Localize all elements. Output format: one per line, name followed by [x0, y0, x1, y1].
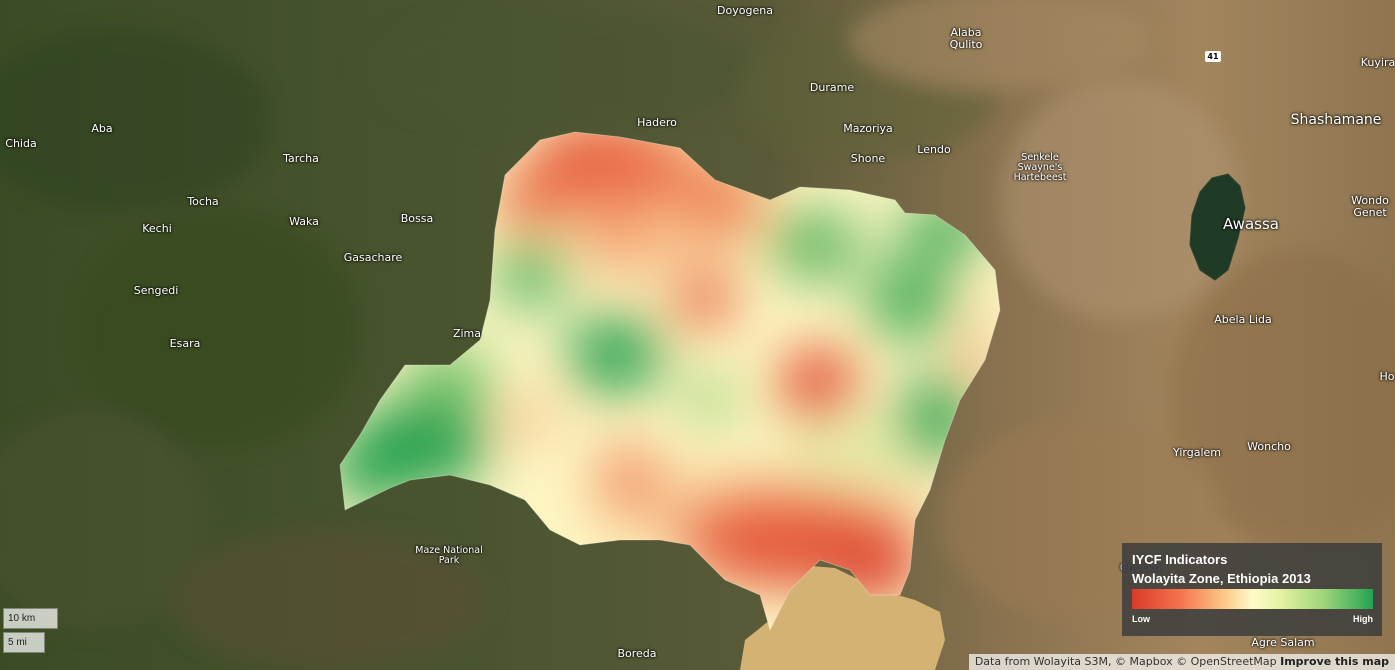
lake-abaya	[740, 565, 945, 670]
place-label: Doyogena	[717, 4, 773, 17]
improve-map-link[interactable]: Improve this map	[1280, 655, 1389, 668]
place-label: Agre Salam	[1251, 636, 1315, 649]
place-label: Mazoriya	[843, 122, 893, 135]
place-label: Wondo Genet	[1351, 194, 1389, 219]
place-label: Boreda	[617, 647, 657, 660]
place-label: Maze National Park	[415, 545, 483, 566]
place-label: Tocha	[187, 195, 219, 208]
place-label: Kuyira	[1360, 56, 1395, 69]
zone-border	[339, 131, 1001, 632]
place-label: Alaba Qulito	[949, 26, 983, 51]
place-label: Ho	[1379, 370, 1395, 383]
attribution-text: Data from Wolayita S3M, © Mapbox © OpenS…	[974, 655, 1277, 668]
place-label: Durame	[809, 81, 855, 94]
lake-awassa	[1189, 173, 1246, 281]
legend-high-label: High	[1353, 614, 1373, 624]
place-label: Awassa	[1223, 215, 1279, 233]
place-label: Yirgalem	[1173, 446, 1221, 459]
attribution: Data from Wolayita S3M, © Mapbox © OpenS…	[968, 654, 1395, 670]
place-label: Tarcha	[283, 152, 319, 165]
legend-low-label: Low	[1132, 614, 1150, 624]
place-label: Kechi	[142, 222, 172, 235]
legend-subtitle: Wolayita Zone, Ethiopia 2013	[1132, 571, 1311, 586]
place-label: Aba	[91, 122, 113, 135]
scale-mi: 5 mi	[3, 632, 45, 653]
legend-title: IYCF Indicators	[1132, 552, 1228, 567]
place-label: Abela Lida	[1214, 313, 1272, 326]
legend-panel: IYCF Indicators Wolayita Zone, Ethiopia …	[1122, 543, 1382, 636]
place-label: Woncho	[1247, 440, 1291, 453]
place-label: Sengedi	[133, 284, 179, 297]
place-label: Zima	[452, 327, 482, 340]
place-label: Hadero	[637, 116, 677, 129]
scale-km: 10 km	[3, 608, 58, 629]
legend-color-ramp	[1132, 589, 1373, 609]
place-label: Esara	[169, 337, 201, 350]
place-label: Gasachare	[343, 251, 403, 264]
place-label: Bossa	[400, 212, 434, 225]
place-label: Senkele Swayne's Hartebeest	[1013, 152, 1067, 183]
place-label: Waka	[289, 215, 319, 228]
road-shield: 41	[1205, 51, 1221, 62]
place-label: Chida	[5, 137, 37, 150]
place-label: Shashamane	[1290, 112, 1382, 128]
place-label: Lendo	[917, 143, 951, 156]
place-label: Shone	[850, 152, 886, 165]
